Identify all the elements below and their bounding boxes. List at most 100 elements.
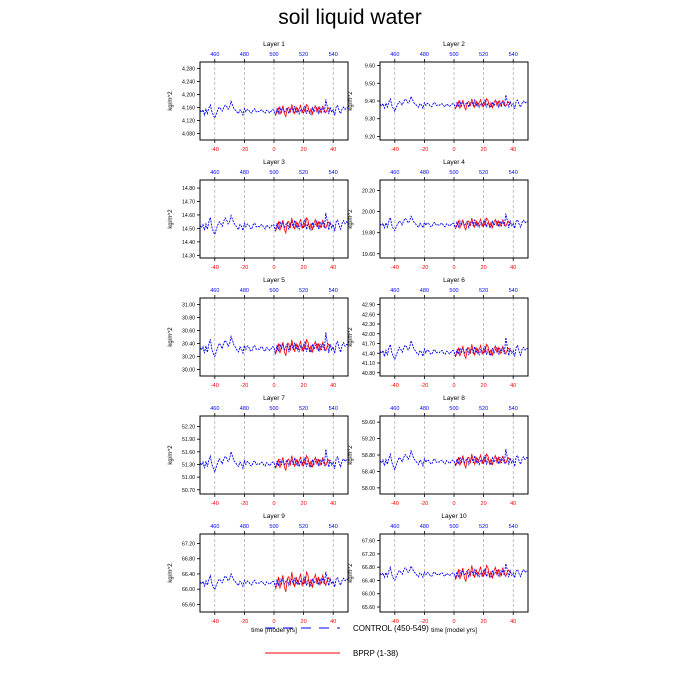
top-tick-label: 460 (390, 524, 399, 530)
y-tick-label: 14.80 (182, 186, 195, 192)
y-tick-label: 65.60 (182, 602, 195, 608)
top-tick-label: 540 (329, 406, 338, 412)
x-tick-label: -20 (240, 383, 248, 389)
x-tick-label: -20 (420, 265, 428, 271)
y-tick-label: 59.60 (362, 420, 375, 426)
x-tick-label: -20 (420, 501, 428, 507)
y-axis-label: kg/m^2 (168, 445, 174, 465)
x-tick-label: 0 (272, 383, 275, 389)
y-tick-label: 9.50 (365, 81, 375, 87)
top-tick-label: 520 (479, 524, 488, 530)
top-tick-label: 500 (269, 170, 278, 176)
x-tick-label: 40 (330, 501, 336, 507)
y-tick-label: 9.20 (365, 134, 375, 140)
y-axis-label: kg/m^2 (168, 209, 174, 229)
x-tick-label: 20 (301, 147, 307, 153)
x-tick-label: -40 (391, 265, 399, 271)
x-tick-label: 40 (510, 383, 516, 389)
panel-title: Layer 2 (443, 41, 465, 48)
panel-6: Layer 6 -40 -20 0 20 40 460 480 500 520 540 40.80 41… (348, 277, 529, 389)
x-tick-label: -40 (391, 501, 399, 507)
top-tick-label: 520 (479, 52, 488, 58)
y-tick-label: 59.20 (362, 437, 375, 443)
x-tick-label: 0 (452, 501, 455, 507)
x-tick-label: 40 (330, 619, 336, 625)
y-axis-label: kg/m^2 (168, 91, 174, 111)
x-tick-label: 0 (452, 383, 455, 389)
y-tick-label: 4.240 (182, 80, 195, 86)
y-tick-label: 14.40 (182, 240, 195, 246)
panel-4: Layer 4 -40 -20 0 20 40 460 480 500 520 540 19.60 19… (348, 159, 529, 271)
bprp-series-line (275, 454, 331, 472)
top-tick-label: 540 (329, 52, 338, 58)
panel-title: Layer 8 (443, 395, 465, 402)
x-tick-label: -20 (420, 383, 428, 389)
top-tick-label: 520 (299, 52, 308, 58)
y-axis-label: kg/m^2 (348, 327, 354, 347)
x-tick-label: -40 (211, 501, 219, 507)
y-tick-label: 66.00 (182, 587, 195, 593)
x-tick-label: 40 (330, 383, 336, 389)
top-tick-label: 480 (240, 524, 249, 530)
top-tick-label: 500 (269, 524, 278, 530)
top-tick-label: 540 (509, 524, 518, 530)
legend: CONTROL (450-549) BPRP (1-38) (265, 624, 429, 658)
y-tick-label: 9.40 (365, 99, 375, 105)
top-tick-label: 480 (420, 524, 429, 530)
x-tick-label: -40 (211, 619, 219, 625)
panel-title: Layer 9 (263, 513, 285, 520)
panel-9: Layer 9 -40 -20 0 20 40 460 480 500 520 540 65.60 66… (168, 513, 349, 634)
y-tick-label: 65.60 (362, 605, 375, 611)
x-tick-label: -40 (391, 383, 399, 389)
top-tick-label: 480 (240, 170, 249, 176)
x-tick-label: -20 (240, 501, 248, 507)
bprp-series-line (455, 452, 511, 470)
bprp-series-line (455, 97, 511, 112)
top-tick-label: 520 (479, 170, 488, 176)
figure-title: soil liquid water (278, 6, 422, 29)
x-tick-label: 0 (452, 265, 455, 271)
panel-10: Layer 10 -40 -20 0 20 40 460 480 500 520 540 65.60 6… (348, 513, 529, 634)
y-tick-label: 42.30 (362, 322, 375, 328)
top-tick-label: 500 (269, 406, 278, 412)
x-tick-label: -20 (420, 619, 428, 625)
y-tick-label: 58.00 (362, 486, 375, 492)
x-tick-label: 0 (272, 265, 275, 271)
x-tick-label: 40 (510, 265, 516, 271)
panel-title: Layer 7 (263, 395, 285, 402)
y-tick-label: 66.40 (362, 578, 375, 584)
top-tick-label: 500 (269, 288, 278, 294)
y-tick-label: 42.90 (362, 303, 375, 309)
x-tick-label: 0 (272, 147, 275, 153)
top-tick-label: 480 (420, 52, 429, 58)
bprp-series-line (455, 343, 511, 360)
x-tick-label: 20 (481, 619, 487, 625)
top-tick-label: 500 (449, 406, 458, 412)
x-tick-label: -20 (240, 619, 248, 625)
top-tick-label: 540 (509, 52, 518, 58)
bprp-series-line (275, 103, 331, 118)
x-tick-label: 0 (452, 619, 455, 625)
y-tick-label: 40.80 (362, 371, 375, 377)
y-tick-label: 14.50 (182, 226, 195, 232)
top-tick-label: 460 (210, 170, 219, 176)
y-tick-label: 4.160 (182, 106, 195, 112)
legend-bprp-label: BPRP (1-38) (353, 649, 399, 658)
panel-8: Layer 8 -40 -20 0 20 40 460 480 500 520 540 58.00 58… (348, 395, 529, 507)
panel-2: Layer 2 -40 -20 0 20 40 460 480 500 520 540 9.20 9.3… (348, 41, 529, 153)
top-tick-label: 520 (479, 406, 488, 412)
x-tick-label: 0 (272, 501, 275, 507)
top-tick-label: 480 (240, 406, 249, 412)
y-tick-label: 4.080 (182, 132, 195, 138)
x-tick-label: 20 (301, 265, 307, 271)
y-axis-label: kg/m^2 (348, 91, 354, 111)
y-tick-label: 52.20 (182, 425, 195, 431)
y-tick-label: 9.60 (365, 64, 375, 70)
top-tick-label: 460 (210, 52, 219, 58)
y-tick-label: 41.70 (362, 342, 375, 348)
x-tick-label: -20 (240, 265, 248, 271)
top-tick-label: 460 (390, 406, 399, 412)
top-tick-label: 460 (210, 288, 219, 294)
x-tick-label: -40 (391, 147, 399, 153)
y-tick-label: 31.00 (182, 303, 195, 309)
